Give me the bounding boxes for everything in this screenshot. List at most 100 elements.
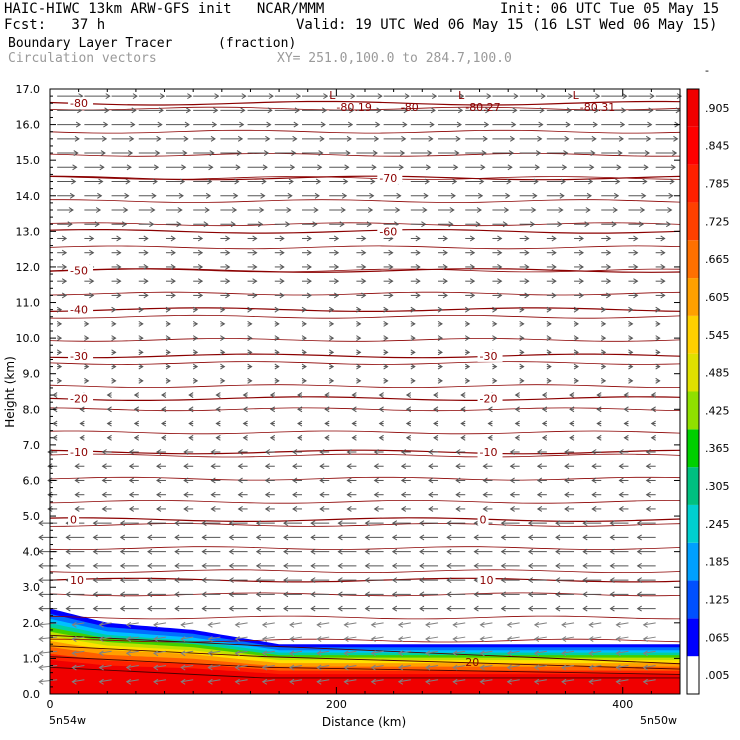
vector-head: [633, 235, 639, 242]
vector-head: [225, 264, 231, 270]
vector-head: [174, 562, 180, 569]
vector-head: [343, 178, 349, 185]
vector-head: [645, 449, 651, 455]
vector-head: [38, 534, 44, 541]
vector-head: [633, 278, 639, 285]
vector-head: [509, 463, 515, 470]
vector-head: [419, 605, 425, 612]
vector-head: [310, 562, 316, 569]
vector-head: [415, 292, 421, 299]
x-right-endpoint: 5n50w: [640, 714, 677, 727]
vector-head: [373, 449, 379, 455]
vector-head: [473, 548, 479, 555]
vector-head: [306, 278, 312, 285]
contour-label: -10: [70, 446, 88, 459]
vector-head: [500, 591, 506, 598]
vector-head: [419, 562, 425, 569]
contour-label: -80: [70, 97, 88, 110]
vector-head: [188, 392, 194, 398]
vector-shaft: [235, 636, 248, 640]
vector-head: [180, 636, 186, 642]
contour-label: -40: [70, 304, 88, 317]
vector-head: [628, 349, 634, 356]
vector-head: [261, 636, 268, 642]
vector-head: [506, 636, 512, 642]
vector-head: [310, 534, 316, 541]
colorbar-label: .185: [705, 556, 730, 569]
vector-head: [482, 477, 488, 484]
plot-frame: [49, 88, 681, 695]
vector-head: [328, 377, 335, 384]
vector-head: [79, 406, 85, 413]
vector-head: [361, 278, 367, 285]
vector-head: [97, 192, 103, 199]
vector-shaft: [262, 636, 275, 640]
vector-head: [153, 650, 159, 657]
vector-head: [159, 93, 166, 100]
y-tick-label: 5.0: [23, 510, 41, 523]
vector-head: [165, 306, 171, 313]
vector-head: [180, 664, 186, 671]
vector-shaft: [480, 622, 493, 626]
vector-head: [370, 178, 376, 185]
vector-shaft: [153, 636, 167, 640]
vector-head: [527, 520, 534, 527]
vector-head: [519, 335, 525, 342]
vector-head: [373, 491, 379, 498]
vector-head: [615, 178, 621, 185]
vector-head: [242, 420, 248, 427]
vector-head: [645, 463, 651, 470]
vector-head: [514, 434, 520, 441]
vector-head: [437, 363, 443, 370]
vector-head: [184, 121, 190, 128]
colorbar-segment: [687, 126, 699, 165]
vector-head: [428, 463, 434, 470]
contour-label: -30: [480, 350, 498, 363]
vector-head: [147, 591, 153, 598]
vector-head: [116, 278, 122, 285]
y-tick-label: 2.0: [23, 617, 41, 630]
contour-line: [49, 268, 681, 273]
vector-head: [94, 221, 100, 228]
contour-label-bg: [477, 392, 503, 405]
vector-head: [569, 420, 575, 427]
vector-head: [356, 363, 362, 370]
vector-head: [38, 562, 44, 569]
vector-head: [671, 150, 678, 156]
vector-head: [506, 678, 512, 685]
vector-head: [301, 306, 307, 313]
vector-head: [449, 207, 455, 213]
vector-head: [317, 164, 323, 171]
contour-line: [50, 199, 681, 203]
vector-head: [205, 192, 212, 199]
tracer-layer: [50, 659, 680, 694]
vector-head: [207, 650, 213, 657]
vector-head: [588, 650, 594, 657]
vector-head: [573, 306, 579, 313]
vector-head: [56, 306, 63, 313]
vector-head: [555, 562, 561, 569]
vector-head: [660, 278, 666, 285]
vector-head: [119, 562, 126, 569]
vector-head: [106, 420, 112, 427]
vector-head: [527, 591, 534, 598]
vector-head: [156, 491, 162, 498]
vector-shaft: [643, 665, 656, 669]
vector-head: [473, 520, 479, 527]
vector-head: [442, 278, 448, 285]
vector-head: [192, 377, 199, 384]
vector-head: [628, 306, 634, 313]
vector-shaft: [289, 665, 303, 669]
vector-shaft: [480, 665, 493, 669]
contour-line: [49, 314, 681, 319]
vector-head: [669, 178, 675, 185]
vector-head: [116, 292, 122, 299]
vector-head: [261, 650, 268, 657]
vector-shaft: [616, 636, 629, 640]
contour-line: [49, 106, 681, 111]
vector-head: [511, 121, 517, 128]
vector-head: [645, 135, 652, 142]
y-tick-label: 17.0: [16, 83, 41, 96]
vector-head: [207, 621, 213, 628]
